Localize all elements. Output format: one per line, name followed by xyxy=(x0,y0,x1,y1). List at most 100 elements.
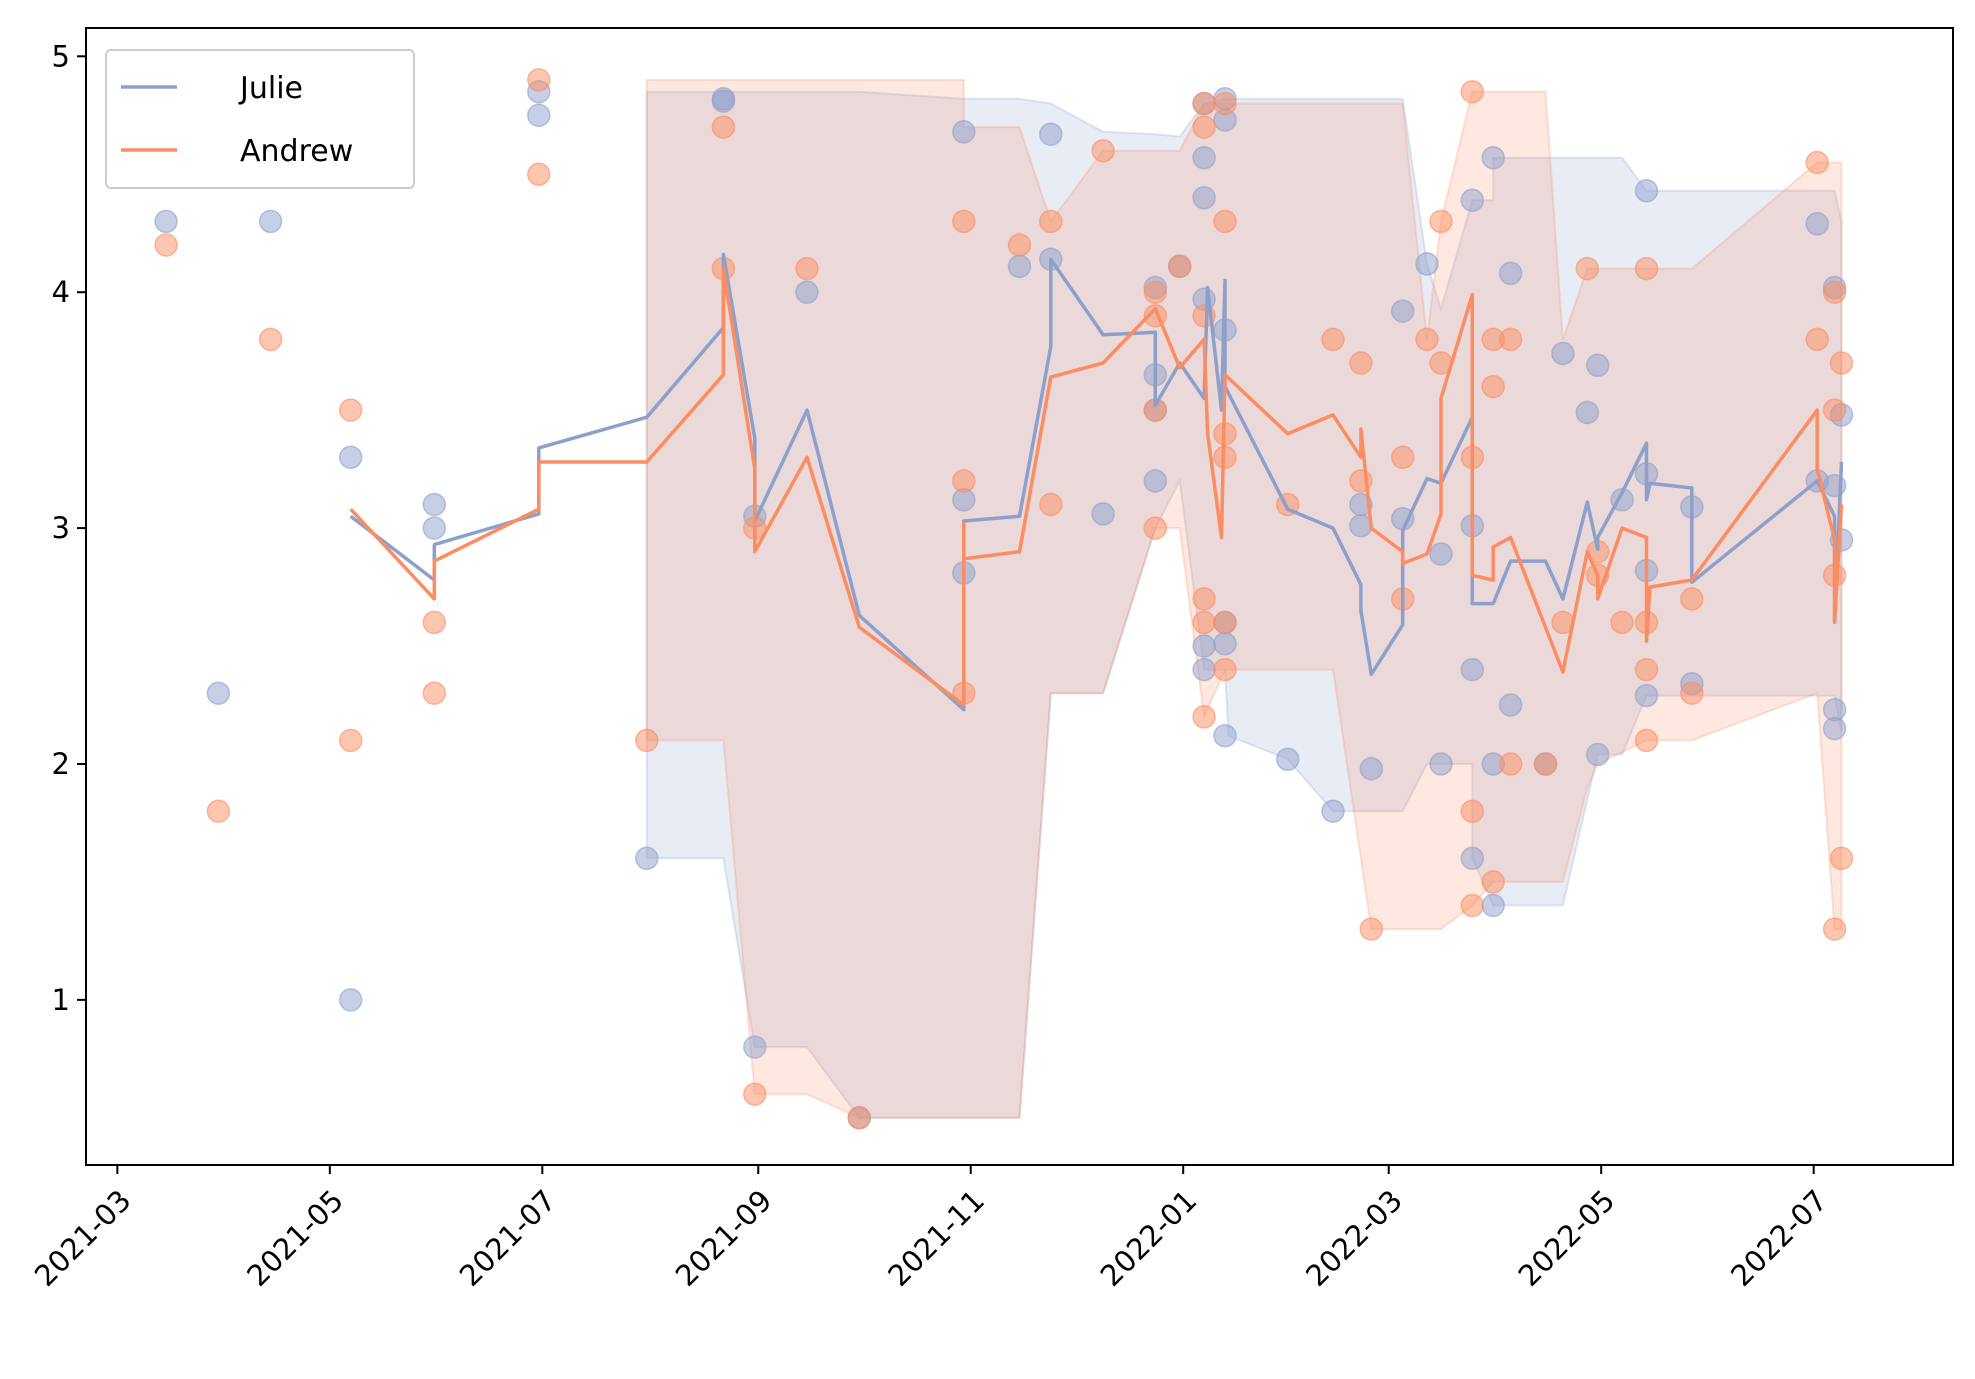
point-andrew xyxy=(1192,91,1216,116)
point-julie xyxy=(1359,756,1384,781)
point-andrew xyxy=(422,610,447,635)
point-andrew xyxy=(1481,374,1505,399)
point-andrew xyxy=(1192,705,1216,729)
point-julie xyxy=(1634,683,1659,708)
point-julie xyxy=(1481,893,1505,918)
point-julie xyxy=(527,103,551,128)
point-julie xyxy=(422,492,447,517)
point-andrew xyxy=(1805,150,1829,175)
point-julie xyxy=(1192,657,1216,682)
point-andrew xyxy=(527,68,551,92)
bands-layer xyxy=(645,78,1843,1119)
point-andrew xyxy=(1213,657,1237,682)
point-andrew xyxy=(1533,752,1558,776)
point-andrew xyxy=(952,209,976,234)
y-tick-label: 5 xyxy=(52,39,70,73)
point-andrew xyxy=(258,327,283,352)
y-axis: 1 2 3 4 5 xyxy=(52,39,86,1017)
point-julie xyxy=(1460,846,1485,871)
point-andrew xyxy=(1213,209,1237,234)
point-andrew xyxy=(1359,917,1384,941)
legend-label-julie: Julie xyxy=(238,71,303,106)
point-julie xyxy=(422,516,447,540)
point-julie xyxy=(1805,212,1829,236)
point-julie xyxy=(1192,634,1216,658)
y-tick-label: 4 xyxy=(52,275,70,309)
x-tick-label: 2021-11 xyxy=(881,1183,991,1293)
point-julie xyxy=(711,89,736,113)
legend: Julie Andrew xyxy=(105,49,415,189)
point-andrew xyxy=(338,728,363,753)
point-andrew xyxy=(1039,209,1063,234)
point-julie xyxy=(1213,723,1237,748)
point-julie xyxy=(154,209,178,234)
point-andrew xyxy=(422,681,447,705)
point-julie xyxy=(1481,145,1505,170)
point-andrew xyxy=(1213,91,1237,116)
point-julie xyxy=(1390,299,1415,323)
point-julie xyxy=(1039,122,1063,146)
point-julie xyxy=(1585,742,1610,767)
points-layer xyxy=(154,68,1854,1130)
lines-layer xyxy=(349,252,1844,712)
point-andrew xyxy=(1805,327,1829,352)
point-andrew xyxy=(1007,233,1032,257)
x-tick-label: 2021-09 xyxy=(669,1183,779,1293)
point-andrew xyxy=(1167,254,1192,279)
point-andrew xyxy=(1822,917,1847,941)
point-andrew xyxy=(1634,256,1659,281)
y-tick-label: 3 xyxy=(52,511,70,545)
point-andrew xyxy=(952,469,976,493)
point-andrew xyxy=(1575,256,1600,281)
point-julie xyxy=(1007,254,1032,279)
point-andrew xyxy=(1829,351,1854,375)
point-andrew xyxy=(711,115,736,139)
point-julie xyxy=(1460,188,1485,212)
point-andrew xyxy=(1192,610,1216,635)
x-tick-label: 2022-07 xyxy=(1724,1183,1834,1293)
x-tick-label: 2021-05 xyxy=(240,1183,350,1293)
point-andrew xyxy=(1829,846,1854,871)
point-andrew xyxy=(795,256,819,281)
point-andrew xyxy=(1634,728,1659,753)
point-andrew xyxy=(206,799,231,823)
point-julie xyxy=(1321,799,1345,823)
point-andrew xyxy=(1192,115,1216,139)
point-andrew xyxy=(1680,587,1704,611)
point-julie xyxy=(1429,542,1453,566)
point-andrew xyxy=(1498,752,1523,776)
point-julie xyxy=(1143,469,1168,493)
point-julie xyxy=(952,120,976,144)
point-andrew xyxy=(1321,327,1345,352)
point-julie xyxy=(206,681,231,705)
point-julie xyxy=(338,988,363,1012)
point-andrew xyxy=(1460,79,1485,104)
point-andrew xyxy=(154,233,178,257)
x-tick-label: 2022-01 xyxy=(1094,1183,1204,1293)
x-tick-label: 2022-03 xyxy=(1299,1183,1409,1293)
y-tick-label: 2 xyxy=(52,747,70,781)
point-andrew xyxy=(1822,398,1847,422)
series-line-andrew xyxy=(349,266,1844,707)
point-andrew xyxy=(1213,610,1237,635)
point-andrew xyxy=(1349,351,1373,375)
point-julie xyxy=(258,209,283,234)
y-tick-label: 1 xyxy=(52,983,70,1017)
point-julie xyxy=(1429,752,1453,776)
point-julie xyxy=(1275,747,1300,772)
point-andrew xyxy=(1460,799,1485,823)
x-axis: 2021-03 2021-05 2021-07 2021-09 2021-11 2022-… xyxy=(28,1165,1834,1293)
x-tick-label: 2021-07 xyxy=(453,1183,563,1293)
point-andrew xyxy=(1143,280,1168,304)
point-andrew xyxy=(1822,280,1847,304)
point-julie xyxy=(338,445,363,470)
point-andrew xyxy=(1460,893,1485,918)
point-andrew xyxy=(1610,610,1634,635)
point-julie xyxy=(1585,353,1610,378)
point-andrew xyxy=(1415,327,1439,352)
point-julie xyxy=(795,280,819,304)
point-andrew xyxy=(1192,587,1216,611)
point-andrew xyxy=(1680,681,1704,705)
point-andrew xyxy=(1390,445,1415,470)
point-julie xyxy=(1192,145,1216,170)
